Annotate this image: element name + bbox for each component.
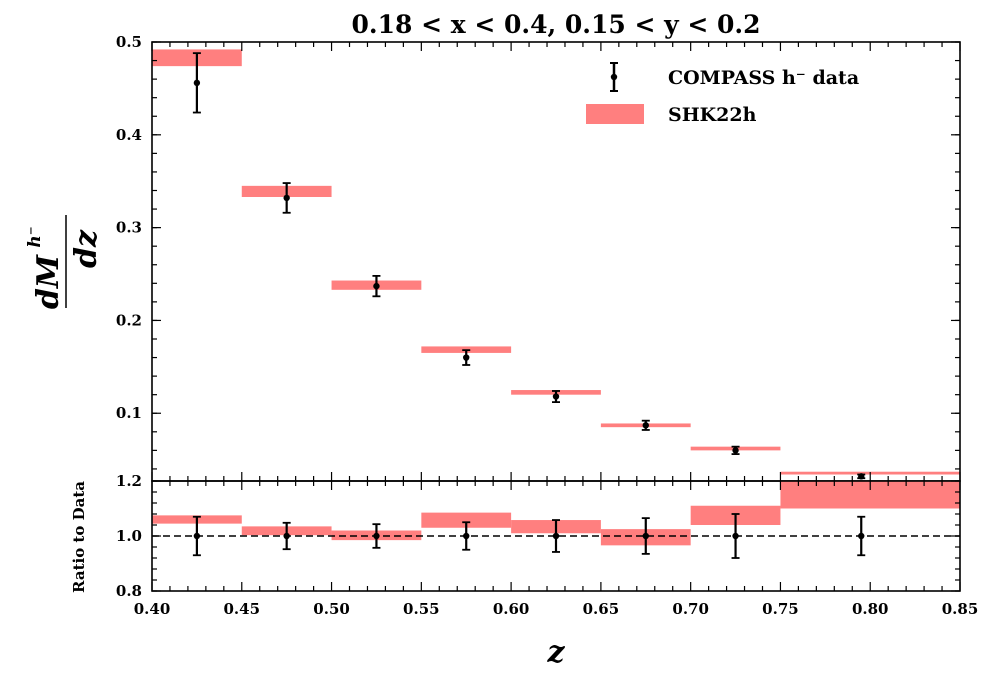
data-point [552,393,560,400]
x-tick-label: 0.85 [942,600,979,618]
y-tick-label: 0.2 [116,311,142,329]
x-tick-label: 0.80 [852,600,889,618]
ratio-panel: 0.8 1.0 1.2 0.40 0.45 0.50 0.55 0.60 0.65 0.70 0.7… [116,472,978,618]
main-panel: 0.1 0.2 0.3 0.4 0.5 [116,33,961,482]
y-tick-label: 0.3 [116,219,142,237]
data-point [373,282,380,290]
ratio-point [732,532,739,540]
x-tick-label: 0.55 [403,600,440,618]
legend-data-label: COMPASS h⁻ data [668,67,859,89]
y-tick-label: 1.0 [116,527,142,545]
data-point [732,447,739,454]
y-axis-label: dM h⁻ dz [25,215,104,309]
x-tick-label: 0.65 [583,600,620,618]
y-tick-label: 0.1 [116,404,142,422]
main-frame [151,41,961,482]
data-point [858,473,865,480]
legend-band-label: SHK22h [668,104,757,126]
data-point [283,194,290,202]
x-tick-label: 0.45 [224,600,261,618]
y-axis-label-denominator: dz [69,229,104,268]
x-tick-label: 0.60 [493,600,530,618]
ratio-axis-label: Ratio to Data [70,481,88,593]
ratio-point [373,532,380,540]
main-plot-area [152,49,960,480]
data-point [193,79,201,87]
chart-title: 0.18 < x < 0.4, 0.15 < y < 0.2 [351,10,760,39]
x-tick-label: 0.40 [134,600,171,618]
legend: COMPASS h⁻ data SHK22h [586,62,859,126]
y-tick-label: 0.8 [116,582,142,600]
y-axis-label-superscript: h⁻ [25,226,45,247]
ratio-point [283,532,290,540]
legend-band-swatch-icon [586,104,644,124]
ratio-point [552,532,560,540]
x-tick-label: 0.50 [313,600,350,618]
ratio-band-bin [421,512,512,528]
legend-data-marker-icon [610,73,618,81]
x-tick-label: 0.75 [762,600,799,618]
data-point [642,422,649,429]
data-point [463,354,470,361]
x-axis-label: z [546,635,565,670]
ratio-point [858,532,865,540]
x-tick-label: 0.70 [672,600,709,618]
y-axis-label-numerator: dM [31,254,66,309]
ratio-point [193,532,201,540]
y-tick-label: 1.2 [116,472,142,490]
y-tick-label: 0.4 [116,126,142,144]
ratio-point [463,532,470,540]
ratio-point [642,532,649,540]
ratio-plot-area [152,481,960,559]
y-tick-label: 0.5 [116,33,142,51]
